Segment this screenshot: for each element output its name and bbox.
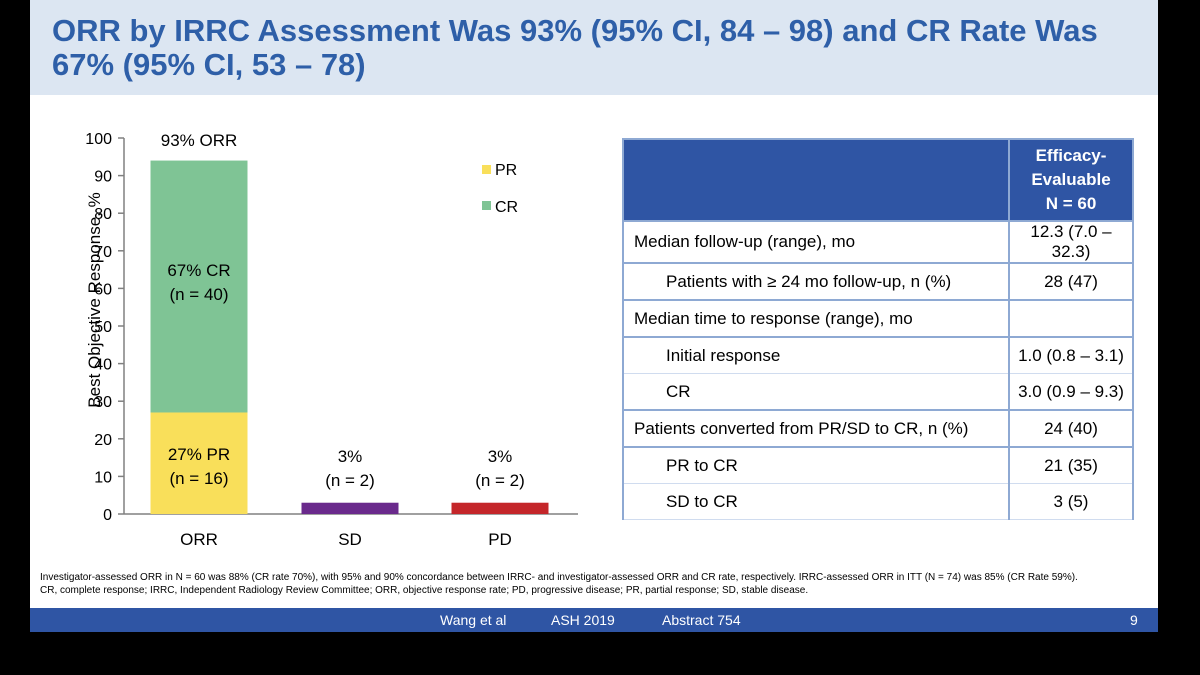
y-tick-label: 40 — [94, 357, 112, 374]
legend-swatch-pr — [482, 165, 491, 174]
footnote: Investigator-assessed ORR in N = 60 was … — [40, 571, 1140, 597]
y-tick-label: 10 — [94, 469, 112, 486]
footnote-line2: CR, complete response; IRRC, Independent… — [40, 585, 809, 596]
cr-label-line2: (n = 40) — [169, 285, 228, 304]
y-tick-label: 80 — [94, 206, 112, 223]
row-value: 12.3 (7.0 – 32.3) — [1008, 220, 1134, 264]
table-row: Patients with ≥ 24 mo follow-up, n (%) 2… — [622, 262, 1134, 301]
table-header-efficacy-evaluable: Efficacy- Evaluable N = 60 — [1008, 138, 1134, 222]
row-label: SD to CR — [622, 483, 1010, 520]
header-line1: Efficacy- — [1035, 146, 1107, 165]
x-tick-label-sd: SD — [338, 530, 362, 549]
slide-footer: Wang et al ASH 2019 Abstract 754 9 — [30, 608, 1158, 632]
table-header-row: Efficacy- Evaluable N = 60 — [622, 138, 1134, 222]
pr-label-line2: (n = 16) — [169, 469, 228, 488]
x-tick-label-orr: ORR — [180, 530, 218, 549]
y-tick-label: 90 — [94, 169, 112, 186]
y-tick-label: 30 — [94, 394, 112, 411]
row-label: Patients converted from PR/SD to CR, n (… — [622, 409, 1010, 448]
sd-label-line2: (n = 2) — [325, 471, 375, 490]
slide-title: ORR by IRRC Assessment Was 93% (95% CI, … — [52, 13, 1098, 82]
table-row: PR to CR 21 (35) — [622, 446, 1134, 484]
orr-total-label: 93% ORR — [161, 131, 238, 150]
row-value: 3.0 (0.9 – 9.3) — [1008, 373, 1134, 411]
legend-label-cr: CR — [495, 199, 518, 216]
row-value — [1008, 299, 1134, 338]
table-row: Median follow-up (range), mo 12.3 (7.0 –… — [622, 220, 1134, 264]
row-value: 1.0 (0.8 – 3.1) — [1008, 336, 1134, 374]
table-row: Patients converted from PR/SD to CR, n (… — [622, 409, 1134, 448]
title-band: ORR by IRRC Assessment Was 93% (95% CI, … — [30, 0, 1158, 95]
footer-meeting: ASH 2019 — [551, 612, 615, 628]
row-label: CR — [622, 373, 1010, 411]
legend-label-pr: PR — [495, 162, 517, 179]
y-tick-label: 100 — [85, 131, 112, 148]
sd-label-line1: 3% — [338, 447, 363, 466]
pr-label-line1: 27% PR — [168, 445, 230, 464]
row-label: Patients with ≥ 24 mo follow-up, n (%) — [622, 262, 1010, 301]
efficacy-table: Efficacy- Evaluable N = 60 Median follow… — [622, 138, 1134, 520]
footer-author: Wang et al — [440, 612, 507, 628]
cr-label-line1: 67% CR — [167, 261, 230, 280]
row-label: Median follow-up (range), mo — [622, 220, 1010, 264]
header-line2: Evaluable — [1031, 170, 1111, 189]
row-value: 24 (40) — [1008, 409, 1134, 448]
row-value: 28 (47) — [1008, 262, 1134, 301]
row-label: Initial response — [622, 336, 1010, 374]
slide: ORR by IRRC Assessment Was 93% (95% CI, … — [30, 0, 1158, 632]
pd-label-line2: (n = 2) — [475, 471, 525, 490]
table-header-blank — [622, 138, 1010, 222]
bar-orr-pr — [150, 412, 248, 514]
bar-orr-cr — [150, 160, 248, 413]
legend-swatch-cr — [482, 201, 491, 210]
row-value: 3 (5) — [1008, 483, 1134, 520]
header-line3: N = 60 — [1045, 194, 1097, 213]
footer-page-number: 9 — [1130, 612, 1138, 628]
row-label: Median time to response (range), mo — [622, 299, 1010, 338]
response-bar-chart: Best Objective Response, % 0 10 20 30 40 50 60… — [85, 131, 578, 549]
y-axis-label: Best Objective Response, % — [85, 192, 104, 407]
y-tick-label: 0 — [103, 507, 112, 524]
table-row: Median time to response (range), mo — [622, 299, 1134, 338]
bar-pd-pd — [451, 502, 549, 514]
y-tick-label: 60 — [94, 281, 112, 298]
table-row: Initial response 1.0 (0.8 – 3.1) — [622, 336, 1134, 374]
row-label: PR to CR — [622, 446, 1010, 484]
row-value: 21 (35) — [1008, 446, 1134, 484]
table-row: SD to CR 3 (5) — [622, 483, 1134, 520]
y-tick-label: 20 — [94, 432, 112, 449]
table-row: CR 3.0 (0.9 – 9.3) — [622, 373, 1134, 411]
footnote-line1: Investigator-assessed ORR in N = 60 was … — [40, 572, 1078, 583]
y-tick-label: 50 — [94, 319, 112, 336]
footer-abstract: Abstract 754 — [662, 612, 741, 628]
bar-sd-sd — [301, 502, 399, 514]
y-tick-label: 70 — [94, 244, 112, 261]
x-tick-label-pd: PD — [488, 530, 512, 549]
pd-label-line1: 3% — [488, 447, 513, 466]
